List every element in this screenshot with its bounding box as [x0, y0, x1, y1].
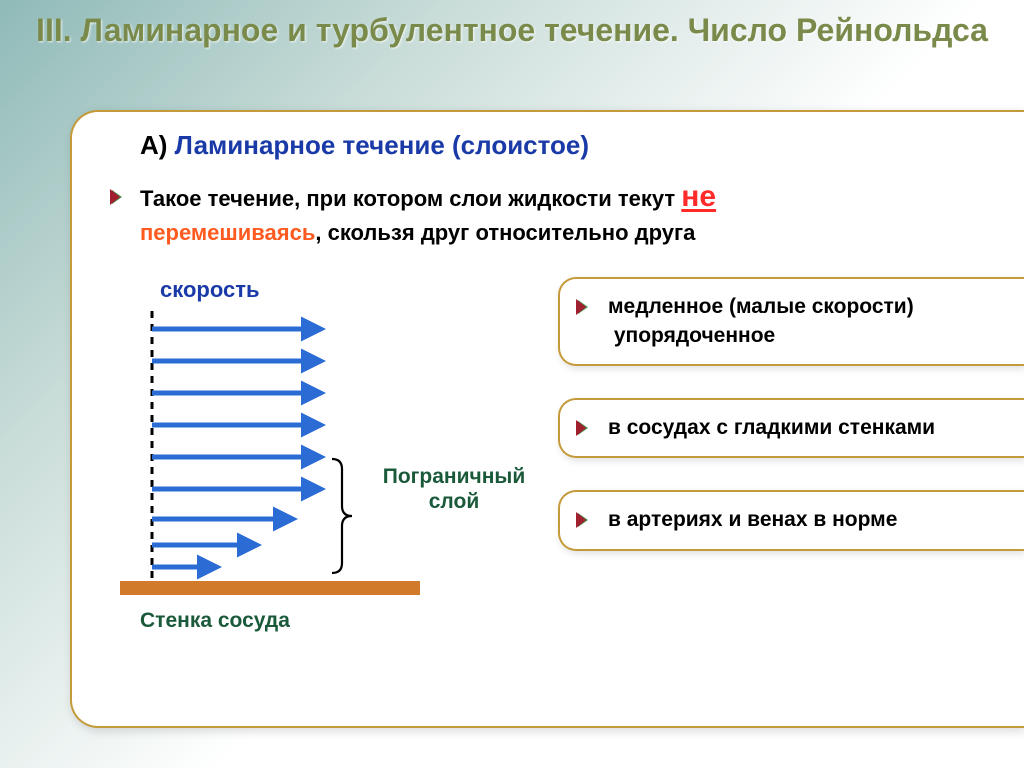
definition-emphasis-big: не [681, 180, 716, 213]
info-box-text: медленное (малые скорости) упорядоченное [608, 293, 914, 350]
vessel-wall-label: Стенка сосуда [140, 609, 290, 633]
bullet-arrow-icon [576, 418, 596, 434]
bullet-arrow-icon [576, 510, 596, 526]
subtitle-prefix: А) [140, 130, 175, 160]
speed-label: скорость [160, 277, 260, 303]
definition-text: Такое течение, при котором слои жидкости… [140, 177, 716, 247]
slide-title: III. Ламинарное и турбулентное течение. … [0, 0, 1024, 50]
content-card: А) Ламинарное течение (слоистое) Такое т… [70, 110, 1024, 728]
info-box-text: в сосудах с гладкими стенками [608, 414, 935, 442]
boundary-layer-label: Пограничный слой [364, 464, 544, 514]
info-box-1: в сосудах с гладкими стенками [558, 398, 1024, 458]
definition-emphasis: перемешиваясь [140, 220, 315, 245]
section-subtitle: А) Ламинарное течение (слоистое) [140, 130, 1024, 161]
info-box-text: в артериях и венах в норме [608, 506, 897, 534]
subtitle-text: Ламинарное течение (слоистое) [175, 130, 589, 160]
info-box-list: медленное (малые скорости) упорядоченное… [558, 277, 1024, 550]
flow-svg [120, 311, 420, 611]
info-box-2: в артериях и венах в норме [558, 490, 1024, 550]
definition-line: Такое течение, при котором слои жидкости… [110, 177, 1024, 247]
bullet-arrow-icon [576, 297, 596, 313]
info-box-0: медленное (малые скорости) упорядоченное [558, 277, 1024, 366]
bullet-arrow-icon [110, 183, 130, 199]
flow-diagram: скорость Пограничный слой Стенка сосуда [100, 269, 540, 649]
